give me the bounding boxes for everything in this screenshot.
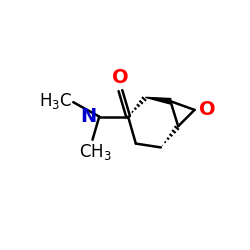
Text: $\mathsf{H_3C}$: $\mathsf{H_3C}$ bbox=[39, 91, 72, 111]
Polygon shape bbox=[146, 97, 171, 104]
Text: $\mathsf{CH_3}$: $\mathsf{CH_3}$ bbox=[79, 142, 112, 162]
Text: O: O bbox=[199, 100, 216, 119]
Text: N: N bbox=[81, 107, 97, 126]
Text: O: O bbox=[112, 68, 129, 87]
